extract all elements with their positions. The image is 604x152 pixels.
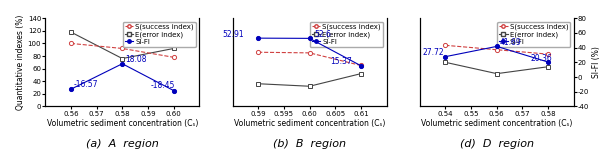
Text: -18.45: -18.45 [150,81,175,90]
Text: (a)  A  region: (a) A region [86,139,159,149]
Legend: S(success index), E(error index), SI-FI: S(success index), E(error index), SI-FI [310,22,383,47]
Legend: S(success index), E(error index), SI-FI: S(success index), E(error index), SI-FI [497,22,570,47]
Text: 52.91: 52.91 [222,30,244,39]
Y-axis label: Quantitative indexes (%): Quantitative indexes (%) [16,15,25,110]
Text: 52.6: 52.6 [315,30,332,39]
X-axis label: Volumetric sediment concentration (Cₛ): Volumetric sediment concentration (Cₛ) [234,119,385,128]
Text: 15.37: 15.37 [330,57,352,66]
Text: 18.08: 18.08 [125,55,146,64]
X-axis label: Volumetric sediment concentration (Cₛ): Volumetric sediment concentration (Cₛ) [421,119,573,128]
Text: 27.72: 27.72 [422,48,444,57]
Text: (b)  B  region: (b) B region [273,139,346,149]
Text: -16.57: -16.57 [74,80,98,89]
Text: 20.36: 20.36 [530,54,552,63]
Text: 41.69: 41.69 [500,38,521,47]
X-axis label: Volumetric sediment concentration (Cₛ): Volumetric sediment concentration (Cₛ) [47,119,198,128]
Legend: S(success index), E(error index), SI-FI: S(success index), E(error index), SI-FI [123,22,196,47]
Y-axis label: SI-FI (%): SI-FI (%) [592,46,601,78]
Text: (d)  D  region: (d) D region [460,139,534,149]
